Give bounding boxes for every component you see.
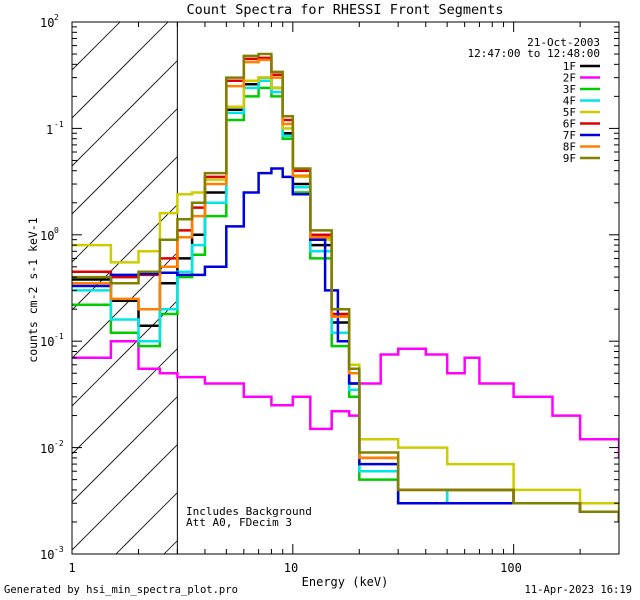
y-tick-exponent: -1	[54, 332, 64, 341]
y-axis-label: counts cm-2 s-1 keV-1	[26, 217, 40, 362]
chart-title: Count Spectra for RHESSI Front Segments	[187, 2, 504, 18]
y-tick-label: 10	[40, 548, 54, 562]
legend-label: 3F	[563, 83, 576, 96]
x-tick-labels: 1 10 100	[68, 561, 521, 575]
hatch-line	[72, 22, 265, 215]
x-tick-label: 10	[284, 561, 298, 575]
y-tick-label: 10	[40, 442, 54, 456]
x-axis-label: Energy (keV)	[302, 575, 389, 589]
axis-ticks	[71, 21, 620, 555]
legend-label: 5F	[563, 106, 576, 119]
time-range: 12:47:00 to 12:48:00	[468, 47, 600, 60]
annotation-attenuator: Att A0, FDecim 3	[186, 516, 292, 529]
series-line-9F	[72, 52, 619, 522]
series-line-2F	[72, 339, 619, 458]
observation-date: 21-Oct-2003	[527, 36, 600, 49]
y-tick-exponent: 0	[54, 226, 59, 235]
plot-frame	[71, 21, 620, 555]
y-tick-label: 1	[46, 123, 53, 137]
x-tick-label: 1	[68, 561, 75, 575]
legend-label: 4F	[563, 95, 576, 108]
legend-label: 2F	[563, 72, 576, 85]
hatch-line	[72, 22, 217, 167]
generated-by-footer: Generated by hsi_min_spectra_plot.pro	[4, 584, 238, 596]
y-tick-exponent: -2	[54, 439, 64, 448]
series-layer	[72, 52, 619, 522]
legend-label: 1F	[563, 60, 576, 73]
excluded-energy-hatch	[72, 22, 619, 554]
y-tick-labels: 10 2 1 -1 10 0 10 -1 10 -2 10 -3	[40, 13, 64, 562]
y-tick-exponent: -3	[54, 545, 64, 554]
timestamp-footer: 11-Apr-2023 16:19	[524, 584, 632, 596]
legend-label: 6F	[563, 118, 576, 131]
y-tick-exponent: 2	[54, 13, 59, 22]
y-tick-label: 10	[40, 335, 54, 349]
y-tick-exponent: -1	[54, 120, 64, 129]
hatch-line	[72, 22, 169, 119]
legend-label: 9F	[563, 152, 576, 165]
x-tick-label: 100	[500, 561, 522, 575]
annotation-background: Includes Background	[186, 505, 312, 518]
legend-label: 7F	[563, 129, 576, 142]
y-tick-label: 10	[40, 16, 54, 30]
y-tick-label: 10	[40, 229, 54, 243]
hatch-line	[72, 22, 121, 71]
legend-label: 8F	[563, 141, 576, 154]
